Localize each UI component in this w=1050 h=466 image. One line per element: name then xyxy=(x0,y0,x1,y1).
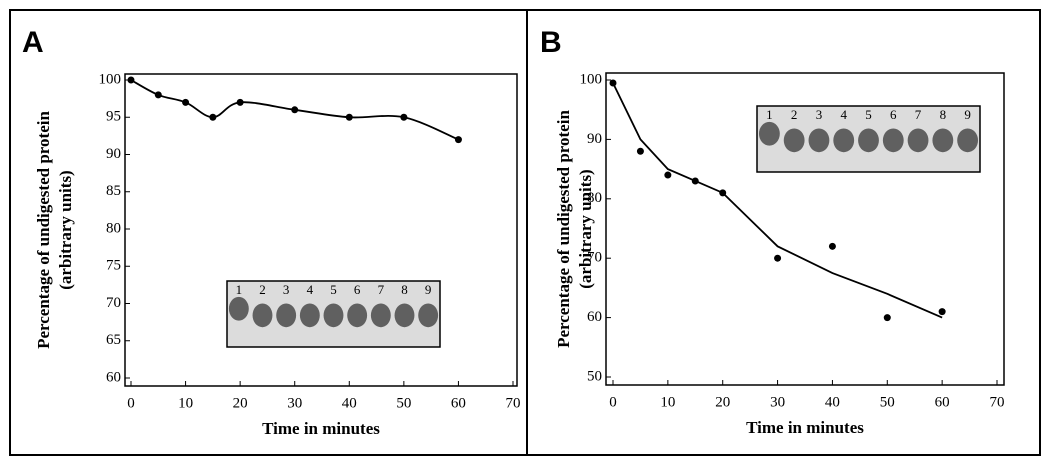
data-point xyxy=(664,171,672,179)
series-line xyxy=(612,82,943,319)
lane-label: 2 xyxy=(259,282,266,297)
data-point xyxy=(774,254,782,262)
gel-band xyxy=(882,128,904,153)
data-point xyxy=(127,76,135,84)
gel-band xyxy=(418,303,439,328)
lane-label: 6 xyxy=(354,282,361,297)
gel-band xyxy=(228,296,249,321)
x-tick-label: 10 xyxy=(178,395,193,411)
y-tick-label: 95 xyxy=(106,109,121,125)
gel-band xyxy=(299,303,320,328)
lane-label: 2 xyxy=(791,107,798,122)
y-axis-title: Percentage of undigested protein xyxy=(554,110,573,348)
lane-label: 1 xyxy=(236,282,243,297)
data-point xyxy=(154,91,162,99)
x-axis-title: Time in minutes xyxy=(262,419,380,438)
gel-inset: 1 2 3 4 5 6 7 8 9 xyxy=(226,280,441,348)
data-point xyxy=(883,314,891,322)
gel-band xyxy=(347,303,368,328)
x-tick-label: 50 xyxy=(880,394,895,410)
data-point xyxy=(182,98,190,106)
data-point xyxy=(400,113,408,121)
y-axis-title: (arbitrary units) xyxy=(576,169,595,288)
lane-label: 9 xyxy=(425,282,432,297)
x-axis-title: Time in minutes xyxy=(746,418,864,437)
y-tick-label: 70 xyxy=(106,295,121,311)
y-tick-label: 50 xyxy=(587,368,602,384)
x-tick-label: 0 xyxy=(127,395,135,411)
data-point xyxy=(636,147,644,155)
gel-band xyxy=(833,128,855,153)
x-tick-label: 70 xyxy=(990,394,1005,410)
y-tick-label: 70 xyxy=(587,250,602,266)
y-tick-label: 90 xyxy=(587,131,602,147)
y-tick-label: 60 xyxy=(587,309,602,325)
x-tick-label: 70 xyxy=(506,395,521,411)
lane-label: 3 xyxy=(816,107,823,122)
gel-inset: 1 2 3 4 5 6 7 8 9 xyxy=(756,105,981,173)
data-point xyxy=(938,308,946,316)
gel-band xyxy=(370,303,391,328)
lane-label: 8 xyxy=(401,282,408,297)
lane-label: 9 xyxy=(964,107,971,122)
gel-band xyxy=(758,121,780,146)
plot-frame xyxy=(124,73,518,387)
lane-label: 1 xyxy=(766,107,773,122)
lane-label: 8 xyxy=(940,107,947,122)
panel-label: B xyxy=(540,26,562,59)
x-tick-label: 50 xyxy=(396,395,411,411)
gel-band xyxy=(323,303,344,328)
gel-band xyxy=(783,128,805,153)
x-tick-label: 40 xyxy=(825,394,840,410)
data-point xyxy=(209,113,217,121)
lane-label: 5 xyxy=(330,282,337,297)
gel-band xyxy=(252,303,273,328)
data-point xyxy=(828,242,836,250)
x-tick-label: 10 xyxy=(660,394,675,410)
gel-band xyxy=(858,128,879,153)
gel-band xyxy=(957,128,979,153)
x-tick-label: 20 xyxy=(233,395,248,411)
data-point xyxy=(454,136,462,144)
lane-label: 4 xyxy=(307,282,314,297)
y-tick-label: 75 xyxy=(106,258,121,274)
x-tick-label: 30 xyxy=(770,394,785,410)
gel-band xyxy=(932,128,954,153)
figure-border xyxy=(9,9,1041,456)
y-tick-label: 80 xyxy=(106,220,121,236)
x-tick-label: 60 xyxy=(451,395,466,411)
y-axis-title: Percentage of undigested protein xyxy=(34,111,53,349)
gel-band xyxy=(808,128,830,153)
data-point xyxy=(345,113,353,121)
lane-label: 7 xyxy=(915,107,922,122)
x-tick-label: 20 xyxy=(715,394,730,410)
y-tick-label: 60 xyxy=(106,369,121,385)
plot-frame xyxy=(605,72,1005,386)
gel-band xyxy=(907,128,929,153)
y-tick-label: 90 xyxy=(106,146,121,162)
panel-label: A xyxy=(22,26,44,59)
x-tick-label: 0 xyxy=(609,394,617,410)
y-axis-title: (arbitrary units) xyxy=(56,170,75,289)
lane-label: 7 xyxy=(378,282,385,297)
y-tick-label: 100 xyxy=(99,71,122,87)
y-tick-label: 100 xyxy=(580,71,603,87)
lane-label: 5 xyxy=(865,107,872,122)
y-tick-label: 85 xyxy=(106,183,121,199)
y-tick-label: 80 xyxy=(587,190,602,206)
gel-band xyxy=(394,303,415,328)
data-point xyxy=(291,106,299,114)
lane-label: 4 xyxy=(840,107,847,122)
data-point xyxy=(236,98,244,106)
x-tick-label: 60 xyxy=(935,394,950,410)
y-tick-label: 65 xyxy=(106,332,121,348)
lane-label: 3 xyxy=(283,282,290,297)
lane-label: 6 xyxy=(890,107,897,122)
x-tick-label: 30 xyxy=(287,395,302,411)
gel-band xyxy=(276,303,297,328)
x-tick-label: 40 xyxy=(342,395,357,411)
